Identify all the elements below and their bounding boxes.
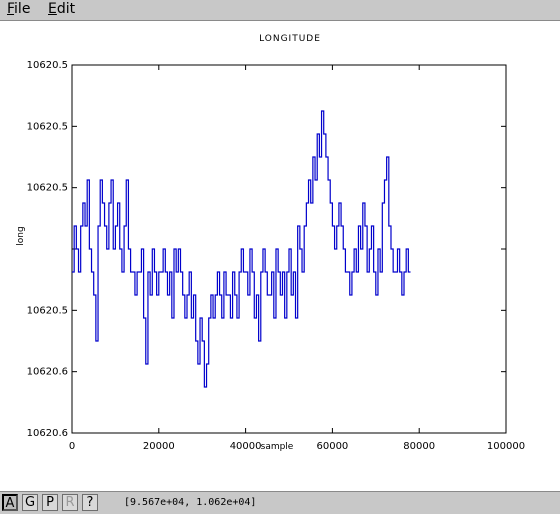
y-tick-label-2: 10620.5 xyxy=(27,305,68,316)
x-tick-label-2: 40000 xyxy=(230,441,262,452)
series-layer xyxy=(72,110,411,388)
cursor-coordinates: [9.567e+04, 1.062e+04] xyxy=(124,497,257,508)
tool-button-p[interactable]: P xyxy=(42,494,58,511)
chart-canvas: LONGITUDE 10620.610620.610620.510620.510… xyxy=(16,34,525,452)
y-tick-label-0: 10620.6 xyxy=(27,428,68,439)
menu-edit-mnemonic: E xyxy=(48,1,57,17)
status-bar: A G P R? [9.567e+04, 1.062e+04] xyxy=(0,491,560,514)
menu-file[interactable]: File xyxy=(7,1,30,17)
x-tick-label-4: 80000 xyxy=(403,441,435,452)
menu-bar: File Edit xyxy=(0,0,560,21)
tool-button-r: R xyxy=(62,494,78,511)
series-line-0 xyxy=(72,110,411,388)
menu-file-label: ile xyxy=(14,1,31,17)
y-tick-label-4: 10620.5 xyxy=(27,183,68,194)
menu-file-mnemonic: F xyxy=(7,1,15,17)
x-axis: 0 20000 40000 60000 80000 100000 xyxy=(69,65,525,452)
tool-button-g[interactable]: G xyxy=(22,494,38,511)
tool-button-a[interactable]: A xyxy=(2,494,18,511)
x-axis-label: sample xyxy=(261,442,294,452)
x-tick-label-5: 100000 xyxy=(487,441,525,452)
y-tick-label-5: 10620.5 xyxy=(27,121,68,132)
y-tick-label-6: 10620.5 xyxy=(27,60,68,71)
chart-title: LONGITUDE xyxy=(259,34,321,44)
x-tick-label-3: 60000 xyxy=(316,441,348,452)
y-axis: 10620.6 10620.6 10620.5 10620.5 10620.5 10620… xyxy=(27,60,506,439)
x-tick-label-0: 0 xyxy=(69,441,75,452)
menu-edit[interactable]: Edit xyxy=(48,1,75,17)
x-tick-label-1: 20000 xyxy=(143,441,175,452)
y-axis-label: long xyxy=(16,226,26,245)
tool-button-help[interactable]: ? xyxy=(82,494,98,511)
menu-edit-label: dit xyxy=(56,1,76,17)
y-tick-label-1: 10620.6 xyxy=(27,367,68,378)
